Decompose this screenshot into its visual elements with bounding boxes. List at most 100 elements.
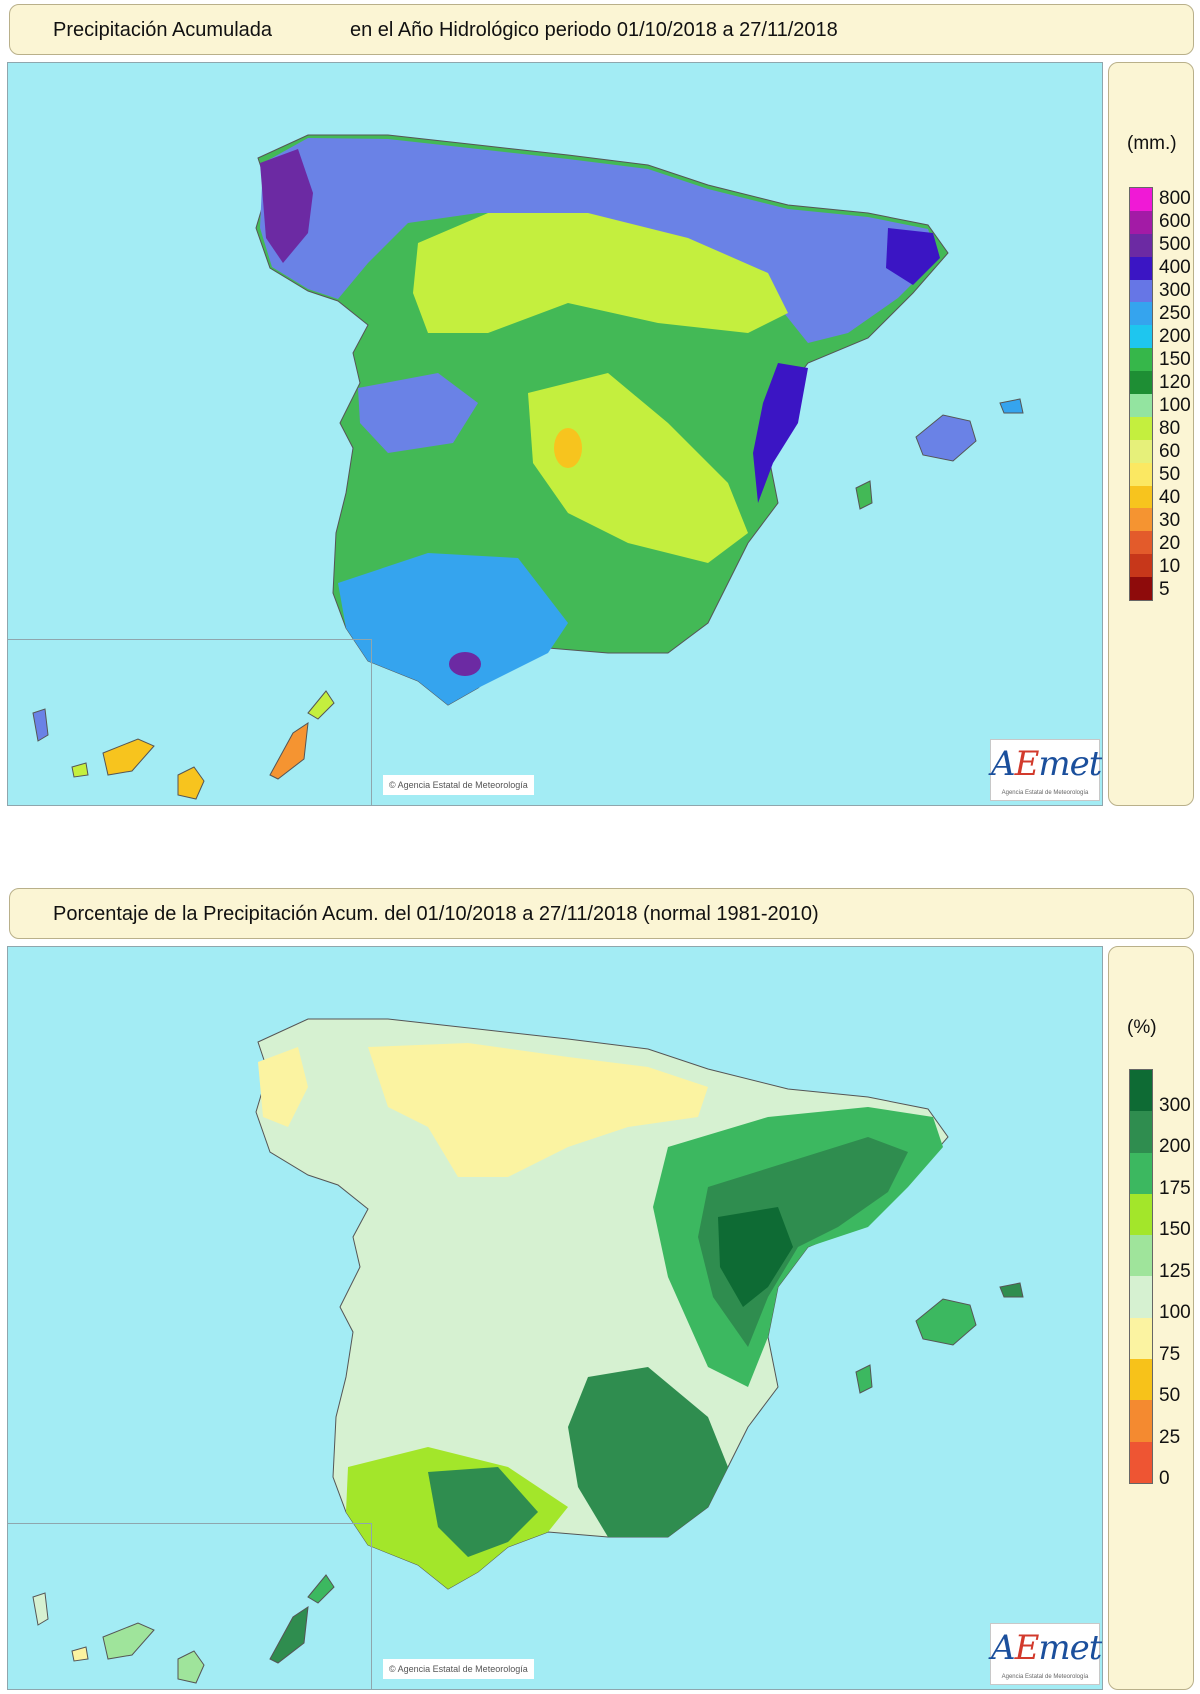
legend-swatch: [1130, 233, 1152, 257]
legend-label: 0: [1159, 1468, 1170, 1490]
canary-islands-inset: [8, 1523, 372, 1689]
legend-swatch: [1130, 1111, 1152, 1153]
legend-label: 125: [1159, 1260, 1191, 1282]
precipitation-percentage-map-panel: Porcentaje de la Precipitación Acum. del…: [0, 884, 1200, 1694]
galicia-heavy-rain: [260, 149, 313, 263]
valencia-extreme: [718, 1207, 793, 1307]
legend-swatch: [1130, 1317, 1152, 1360]
copyright-notice: © Agencia Estatal de Meteorología: [383, 775, 534, 795]
mallorca: [915, 1298, 977, 1346]
aemet-logo: AEmet Agencia Estatal de Meteorología: [990, 739, 1102, 801]
legend-swatch: [1130, 554, 1152, 578]
canary-tenerife: [102, 1622, 155, 1660]
legend-unit: (%): [1127, 1017, 1157, 1038]
legend-swatch: [1130, 256, 1152, 280]
precipitation-map-graphic: [32, 134, 1024, 800]
aemet-logo-wordmark: AEmet: [991, 1628, 1102, 1668]
legend-label: 40: [1159, 487, 1181, 509]
legend-swatch: [1130, 1400, 1152, 1442]
legend-swatch: [1130, 325, 1152, 349]
extremadura-wet-area: [358, 373, 478, 453]
precipitation-legend: (mm.) 800 600 500 400 300 250 200 150 120 100 80 60…: [1108, 62, 1194, 806]
legend-swatch: [1130, 1152, 1152, 1194]
legend-label: 250: [1159, 303, 1191, 325]
canary-lanzarote: [307, 690, 335, 720]
legend-swatch: [1130, 302, 1152, 326]
central-plateau-light-rain: [413, 213, 788, 333]
legend-label: 50: [1159, 464, 1181, 486]
percentage-legend: (%) 300 200 175 150 125 100 75 50 25 0: [1108, 946, 1194, 1690]
canary-la-gomera: [71, 1646, 89, 1662]
canary-la-palma: [32, 708, 49, 742]
southeast-above-normal: [568, 1367, 728, 1537]
legend-swatch: [1130, 1359, 1152, 1401]
legend-label: 75: [1159, 1343, 1181, 1365]
canary-la-palma: [32, 1592, 49, 1626]
canary-la-gomera: [71, 762, 89, 778]
map-title-left: Porcentaje de la Precipitación Acum. del…: [53, 903, 819, 925]
menorca: [999, 1282, 1024, 1298]
mallorca: [915, 414, 977, 462]
legend-swatch: [1130, 485, 1152, 509]
legend-swatch: [1130, 416, 1152, 440]
valencia-heavy-rain: [753, 363, 808, 503]
legend-label: 300: [1159, 1094, 1191, 1116]
legend-label: 120: [1159, 372, 1191, 394]
cadiz-heavy-rain: [449, 652, 481, 676]
north-below-normal: [368, 1043, 708, 1177]
legend-label: 150: [1159, 349, 1191, 371]
map-title-bar: Precipitación Acumulada en el Año Hidrol…: [9, 4, 1194, 55]
legend-label: 600: [1159, 211, 1191, 233]
legend-label: 400: [1159, 257, 1191, 279]
legend-swatch: [1130, 1441, 1152, 1483]
legend-swatch: [1130, 462, 1152, 486]
menorca: [999, 398, 1024, 414]
legend-label: 80: [1159, 418, 1181, 440]
legend-color-bar: [1129, 1069, 1153, 1484]
catalonia-heavy-rain: [886, 228, 940, 285]
legend-label: 10: [1159, 556, 1181, 578]
aemet-logo-subtitle: Agencia Estatal de Meteorología: [1001, 790, 1089, 796]
legend-label: 50: [1159, 1385, 1181, 1407]
legend-label: 175: [1159, 1177, 1191, 1199]
canary-fuerteventura: [269, 1605, 309, 1664]
la-mancha-light-rain: [528, 373, 748, 563]
legend-label: 150: [1159, 1219, 1191, 1241]
northwest-below-normal: [258, 1047, 308, 1127]
legend-label: 20: [1159, 533, 1181, 555]
legend-label: 800: [1159, 188, 1191, 210]
legend-swatch: [1130, 394, 1152, 417]
canary-tenerife: [102, 738, 155, 776]
canary-lanzarote: [307, 1574, 335, 1604]
legend-swatch: [1130, 439, 1152, 463]
legend-label: 60: [1159, 441, 1181, 463]
legend-unit: (mm.): [1127, 133, 1177, 154]
andalusia-wet-band: [338, 553, 568, 705]
legend-swatch: [1130, 371, 1152, 395]
legend-swatch: [1130, 531, 1152, 555]
legend-color-bar: [1129, 187, 1153, 601]
percentage-map-graphic: [32, 1018, 1024, 1684]
map-title-right: en el Año Hidrológico periodo 01/10/2018…: [350, 19, 838, 41]
map-title-bar: Porcentaje de la Precipitación Acum. del…: [9, 888, 1194, 939]
dry-spot-la-mancha: [554, 428, 582, 468]
legend-swatch: [1130, 188, 1152, 211]
legend-label: 100: [1159, 395, 1191, 417]
percentage-map: © Agencia Estatal de Meteorología AEmet …: [7, 946, 1103, 1690]
legend-label: 300: [1159, 280, 1191, 302]
copyright-notice: © Agencia Estatal de Meteorología: [383, 1659, 534, 1679]
legend-label: 100: [1159, 1302, 1191, 1324]
legend-swatch: [1130, 1070, 1152, 1112]
legend-label: 200: [1159, 1136, 1191, 1158]
precipitation-map: © Agencia Estatal de Meteorología AEmet …: [7, 62, 1103, 806]
legend-swatch: [1130, 1235, 1152, 1277]
canary-gran-canaria: [177, 1650, 205, 1684]
aemet-logo-subtitle: Agencia Estatal de Meteorología: [1001, 1674, 1089, 1680]
ibiza: [855, 480, 873, 510]
legend-swatch: [1130, 577, 1152, 601]
legend-label: 25: [1159, 1426, 1181, 1448]
aemet-logo-wordmark: AEmet: [991, 744, 1102, 784]
legend-label: 5: [1159, 579, 1170, 601]
map-title-left: Precipitación Acumulada: [53, 19, 273, 41]
legend-swatch: [1130, 1276, 1152, 1318]
